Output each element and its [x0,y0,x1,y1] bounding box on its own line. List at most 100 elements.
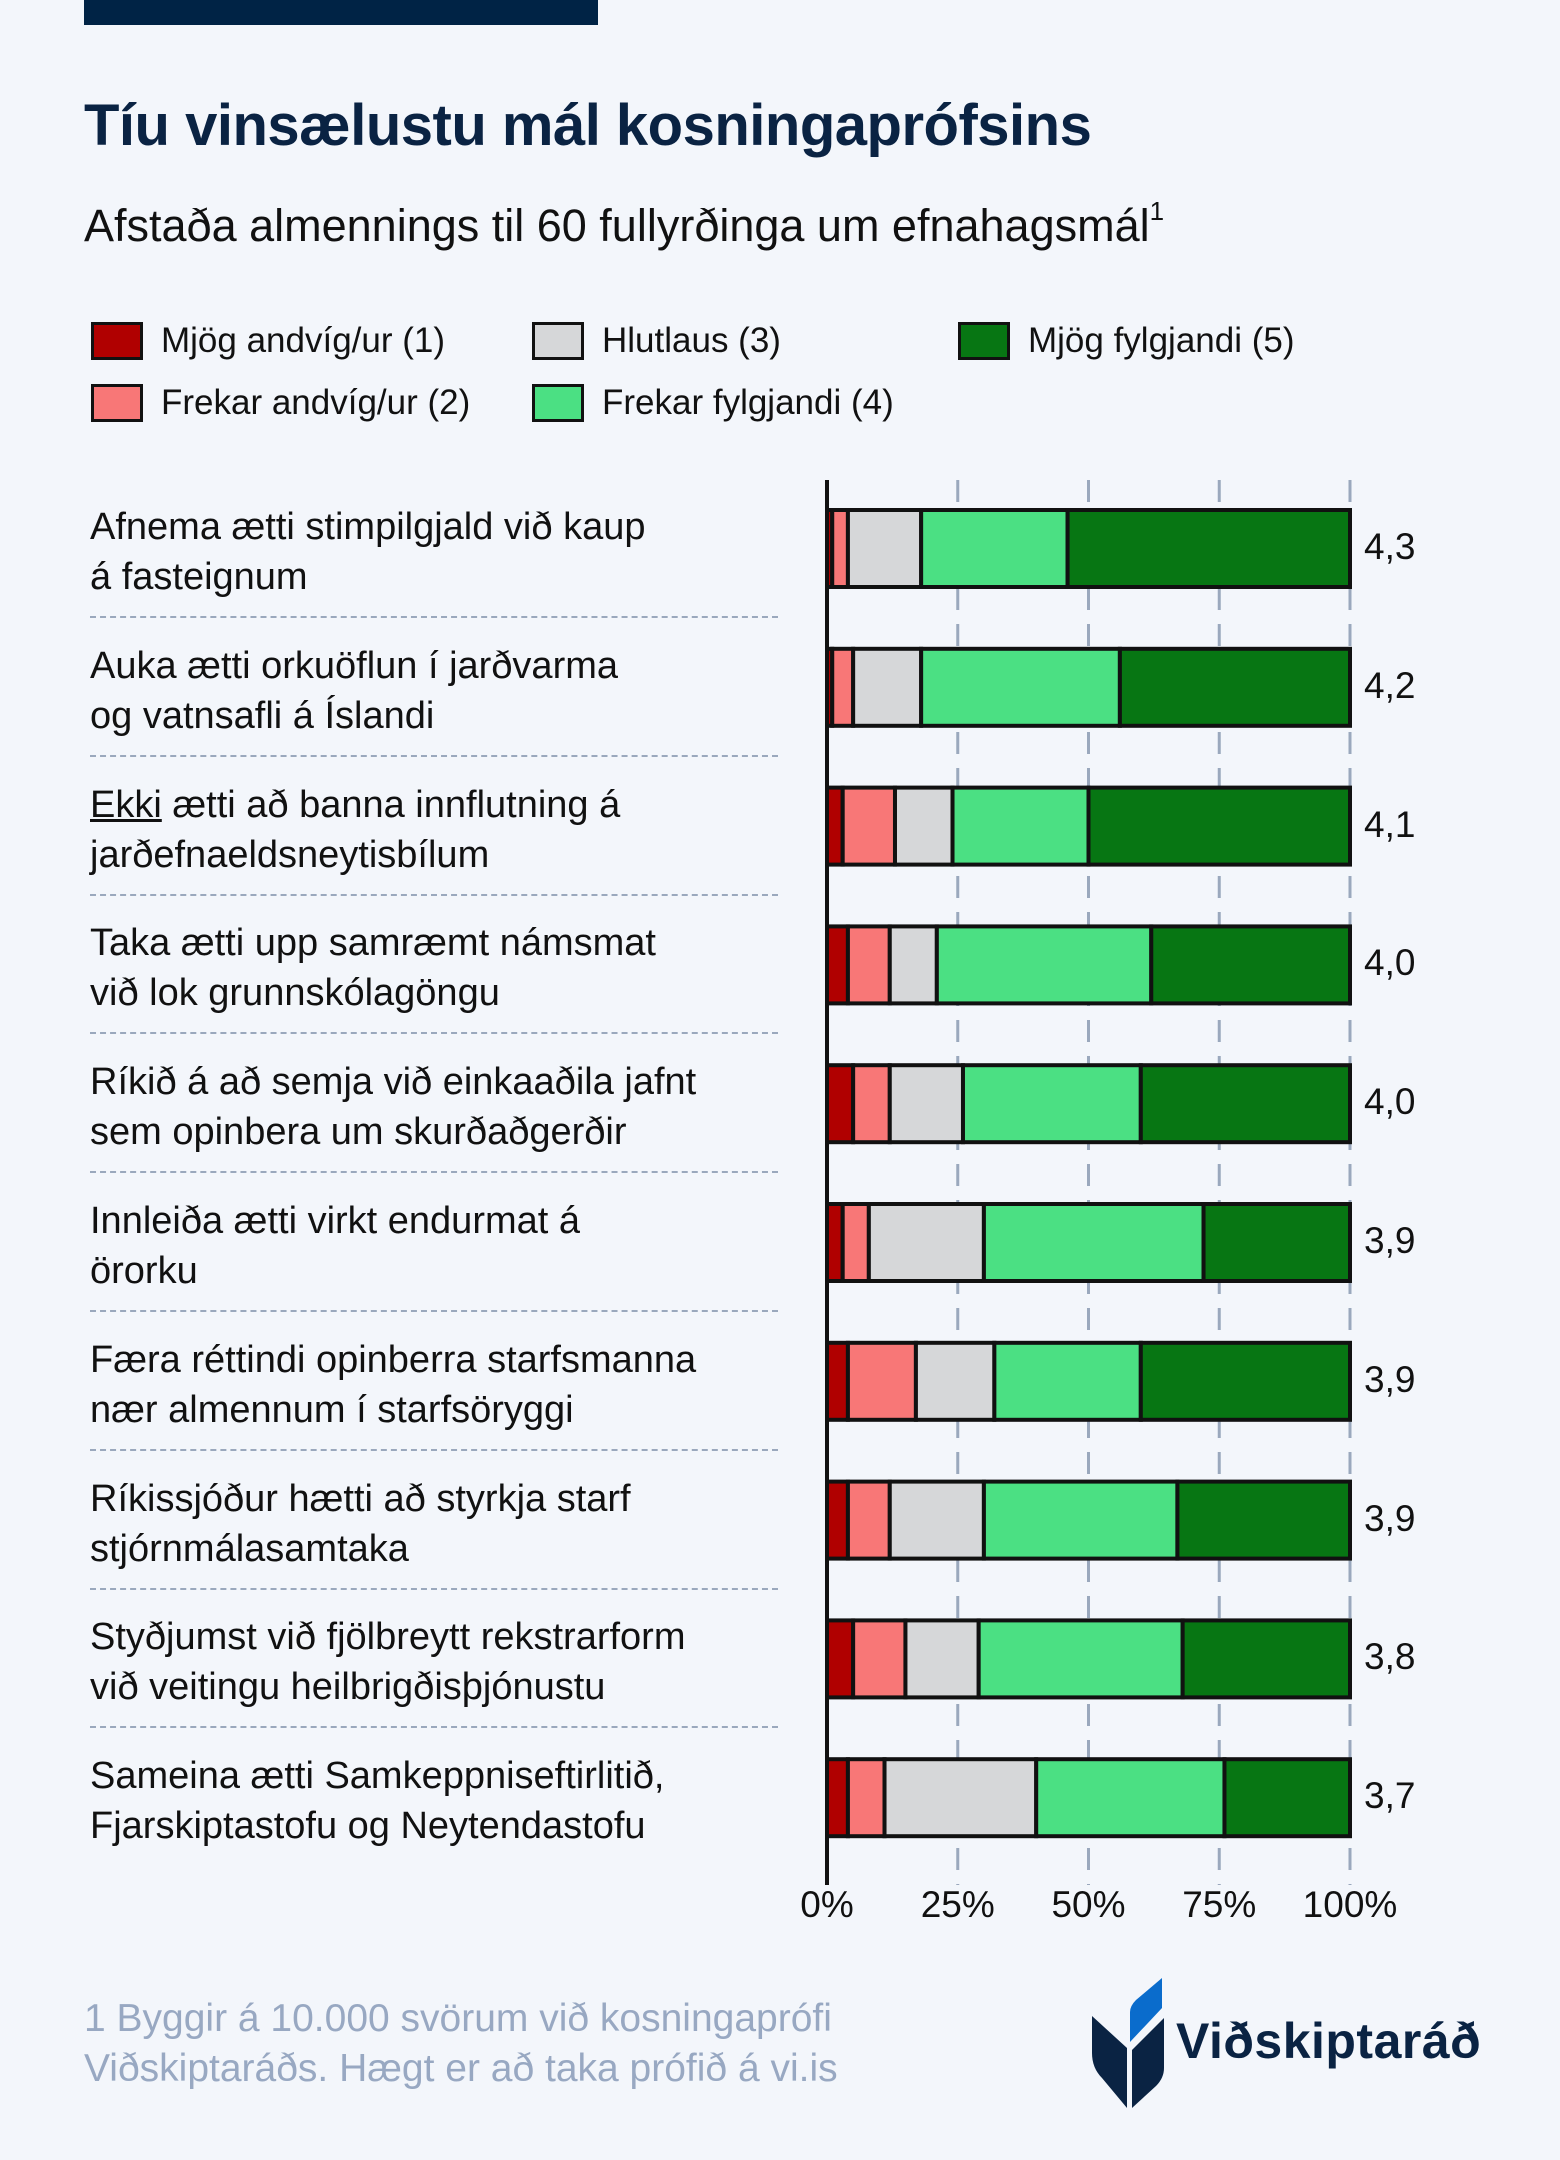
legend-swatch [91,322,143,360]
chart-subtitle: Afstaða almennings til 60 fullyrðinga um… [84,196,1164,252]
bar-segment [887,1063,965,1145]
bar-segment [960,1063,1143,1145]
row-separator [90,1726,778,1729]
bar-segment [992,1340,1143,1422]
bar-segment [882,1757,1039,1839]
category-label-line: jarðefnaeldsneytisbílum [90,833,490,876]
category-label-line: Innleiða ætti virkt endurmat á [90,1200,581,1242]
bar-segment [976,1618,1185,1700]
chart-title: Tíu vinsælustu mál kosningaprófsins [84,93,1092,158]
category-label: Afnema ætti stimpilgjald við kaup á faste… [90,502,645,602]
category-label-line: og vatnsafli á Íslandi [90,694,435,737]
bar-segment [845,1479,892,1561]
bar-segment [1180,1618,1353,1700]
score-label: 3,7 [1364,1775,1416,1817]
bar-segment [845,1340,918,1422]
legend-label: Frekar fylgjandi (4) [602,383,894,422]
category-label-line: örorku [90,1250,198,1292]
bar-segment [919,508,1070,589]
category-label-line: Ríkissjóður hætti að styrkja starf [90,1477,631,1520]
bar-segment [845,924,892,1006]
bar-segment [1138,1340,1353,1422]
footnote-line: 1 Byggir á 10.000 svörum við kosningapró… [84,1997,832,2040]
bar-segment [1149,924,1353,1006]
legend-label: Mjög fylgjandi (5) [1028,321,1295,360]
x-tick-label: 75% [1182,1884,1257,1925]
category-label: Færa réttindi opinberra starfsmanna nær a… [90,1335,696,1435]
bar-segment [1034,1757,1227,1839]
subtitle-text: Afstaða almennings til 60 fullyrðinga um… [84,200,1150,251]
bar-segment [1175,1479,1353,1561]
bar-segment [903,1618,981,1700]
row-separator [90,1032,778,1035]
category-label: Taka ætti upp samræmt námsmat við lok gru… [90,918,656,1018]
bar-segment [825,1063,856,1145]
score-label: 3,8 [1364,1636,1416,1678]
bar-segment [919,646,1122,728]
legend-swatch [91,384,143,422]
bar-segment [825,1757,850,1839]
row-separator [90,754,778,757]
legend-label: Frekar andvíg/ur (2) [161,383,471,422]
category-label-line: nær almennum í starfsöryggi [90,1388,574,1431]
bar-segment [825,1202,845,1283]
row-separator [90,1587,778,1590]
vidskiptarad-logo-icon [1092,1978,1164,2108]
category-label: Ekki ætti að banna innflutning á jarðefna… [90,780,620,880]
bar-segment [840,1202,871,1283]
legend-swatch [532,322,584,360]
bar-segment [1086,785,1352,867]
bar-segment [887,1479,986,1561]
category-label-line: Afnema ætti stimpilgjald við kaup [90,506,646,548]
score-label: 4,3 [1364,526,1416,567]
footnote-line: Viðskiptaráðs. Hægt er að taka prófið á … [84,2047,838,2090]
emphasis-text: Ekki [90,783,162,826]
bar-segment [981,1479,1180,1561]
category-label: Styðjumst við fjölbreytt rekstrarform við… [90,1612,685,1712]
x-tick-label: 50% [1051,1884,1126,1925]
bar-segment [1117,646,1352,728]
bar-segment [825,1479,850,1561]
category-label: Innleiða ætti virkt endurmat á örorku [90,1196,580,1296]
score-label: 4,2 [1364,664,1416,706]
category-label-line: Fjarskiptastofu og Neytendastofu [90,1805,646,1848]
category-label-line: Auka ætti orkuöflun í jarðvarma [90,644,619,687]
category-label-line: sem opinbera um skurðaðgerðir [90,1111,627,1154]
score-label: 3,9 [1364,1358,1416,1400]
footnote: 1 Byggir á 10.000 svörum við kosningapró… [84,1994,838,2094]
bar-segment [851,646,924,728]
legend-label: Hlutlaus (3) [602,321,781,360]
category-label: Ríkissjóður hætti að styrkja starf stjórn… [90,1474,631,1574]
bar-segment [1201,1202,1353,1283]
row-separator [90,1310,778,1312]
x-tick-label: 100% [1302,1884,1398,1925]
bar-segment [825,1618,856,1700]
bar-segment [825,924,850,1006]
legend-item: Hlutlaus (3) [532,320,781,362]
bar-segment [845,1757,887,1839]
top-accent-bar [84,0,598,25]
legend-label: Mjög andvíg/ur (1) [161,321,446,360]
bar-segment [934,924,1154,1006]
category-label-line: við lok grunnskólagöngu [90,972,500,1015]
score-label: 3,9 [1364,1497,1416,1539]
category-label-line: á fasteignum [90,556,308,598]
bar-segment [866,1202,986,1283]
score-label: 4,0 [1364,1081,1416,1123]
legend-swatch [958,322,1010,360]
bar-segment [825,785,845,867]
bar-segment [887,924,939,1006]
legend-item: Frekar fylgjandi (4) [532,382,894,424]
x-tick-label: 0% [800,1884,854,1925]
bar-segment [892,785,955,867]
category-label-line: Sameina ætti Samkeppniseftirlitið, [90,1755,665,1798]
category-label-line: stjórnmálasamtaka [90,1527,409,1570]
bar-segment [1065,508,1352,589]
bar-segment [845,508,924,589]
bar-segment [981,1202,1206,1283]
category-label-line: Færa réttindi opinberra starfsmanna [90,1338,697,1381]
category-label-line: Ekki ætti að banna innflutning á [90,783,621,826]
bar-segment [825,1340,850,1422]
row-separator [90,616,778,618]
row-separator [90,1171,778,1174]
